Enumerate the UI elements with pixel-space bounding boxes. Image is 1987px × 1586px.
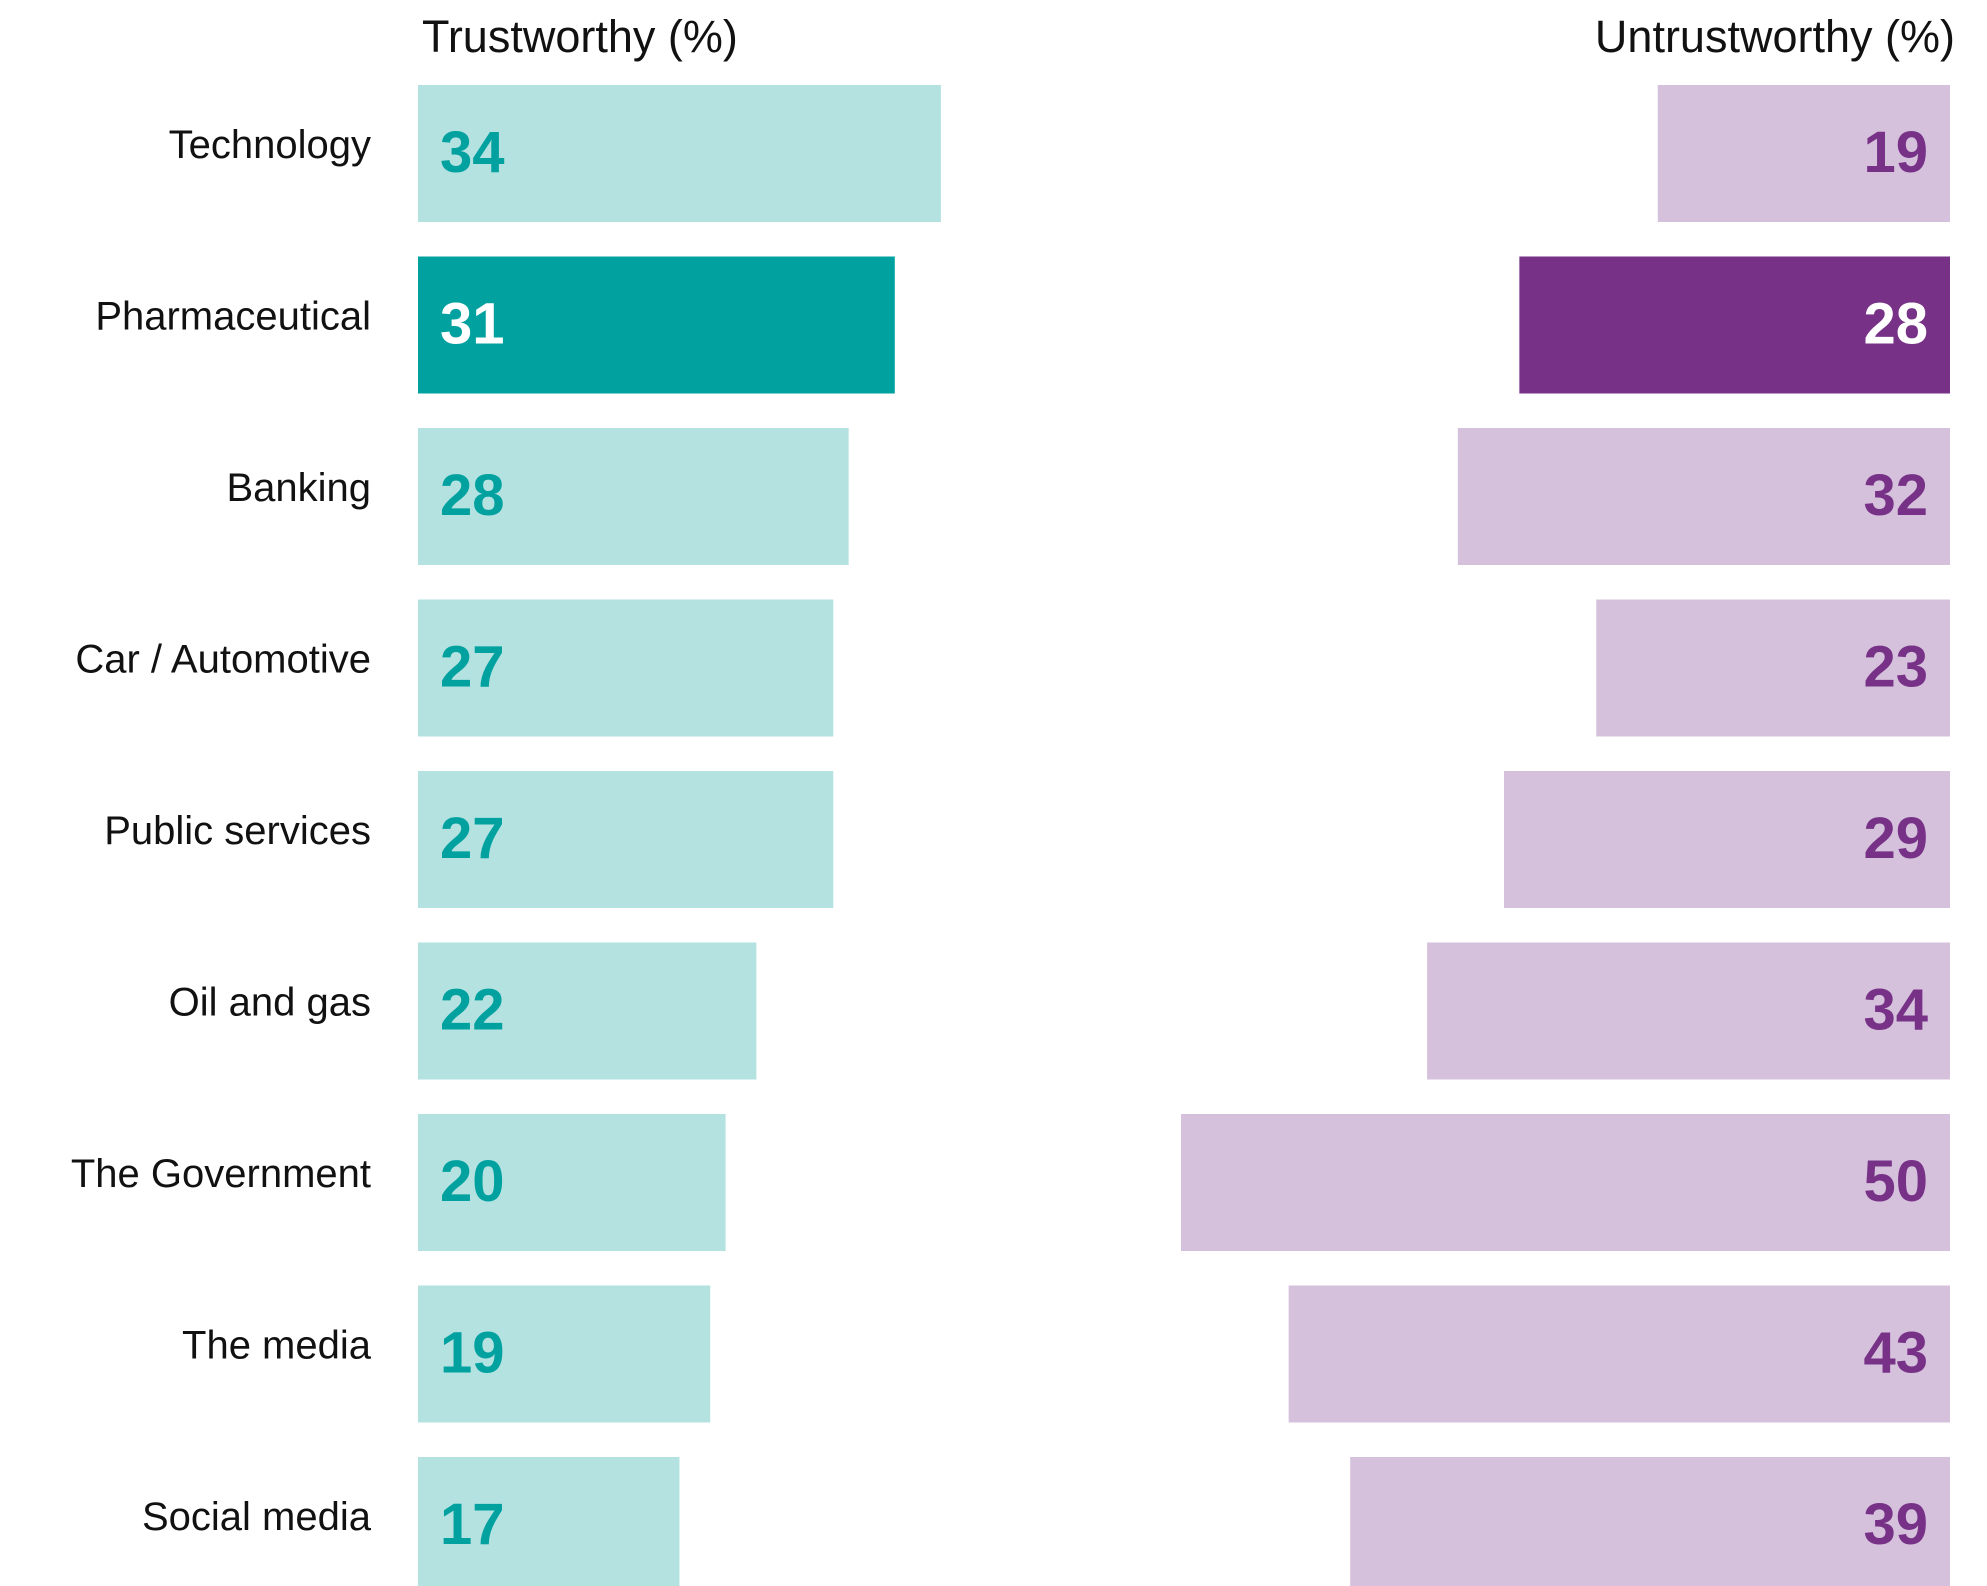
category-label: Public services bbox=[104, 809, 371, 853]
value-label: 17 bbox=[440, 1492, 505, 1557]
bar bbox=[1457, 428, 1950, 565]
bar bbox=[1181, 1114, 1950, 1251]
bar bbox=[1350, 1457, 1950, 1586]
value-label: 22 bbox=[440, 977, 505, 1042]
value-label: 27 bbox=[440, 634, 505, 699]
bar bbox=[418, 771, 834, 908]
bar bbox=[418, 942, 757, 1080]
category-label: Social media bbox=[142, 1495, 372, 1539]
category-label: Banking bbox=[226, 466, 371, 510]
series-header: Trustworthy (%) bbox=[422, 11, 738, 62]
value-label: 28 bbox=[440, 463, 505, 528]
bar bbox=[1596, 599, 1950, 737]
value-label: 43 bbox=[1863, 1320, 1928, 1385]
bar bbox=[1503, 771, 1950, 908]
category-label: Oil and gas bbox=[169, 981, 371, 1025]
bar bbox=[418, 428, 849, 565]
category-label: Technology bbox=[169, 123, 371, 167]
value-label: 32 bbox=[1863, 463, 1928, 528]
category-label: The Government bbox=[71, 1152, 371, 1196]
value-label: 19 bbox=[440, 1320, 505, 1385]
value-label: 34 bbox=[440, 120, 505, 185]
value-label: 50 bbox=[1863, 1149, 1928, 1214]
bar bbox=[1427, 942, 1950, 1080]
bar bbox=[1519, 256, 1950, 394]
series-header: Untrustworthy (%) bbox=[1595, 11, 1955, 62]
bar bbox=[418, 256, 895, 394]
value-label: 27 bbox=[440, 806, 505, 871]
value-label: 39 bbox=[1863, 1492, 1928, 1557]
value-label: 28 bbox=[1863, 291, 1928, 356]
category-label: The media bbox=[182, 1324, 372, 1368]
value-label: 19 bbox=[1863, 120, 1928, 185]
value-label: 20 bbox=[440, 1149, 505, 1214]
bar bbox=[418, 599, 834, 737]
bar bbox=[418, 1457, 680, 1586]
value-label: 31 bbox=[440, 291, 505, 356]
value-label: 23 bbox=[1863, 634, 1928, 699]
category-label: Car / Automotive bbox=[75, 638, 371, 682]
bar bbox=[1657, 85, 1950, 222]
bar bbox=[418, 1285, 711, 1423]
bar bbox=[418, 85, 941, 222]
value-label: 34 bbox=[1863, 977, 1928, 1042]
bar bbox=[1288, 1285, 1950, 1423]
value-label: 29 bbox=[1863, 806, 1928, 871]
category-label: Pharmaceutical bbox=[95, 295, 371, 339]
bar bbox=[418, 1114, 726, 1251]
